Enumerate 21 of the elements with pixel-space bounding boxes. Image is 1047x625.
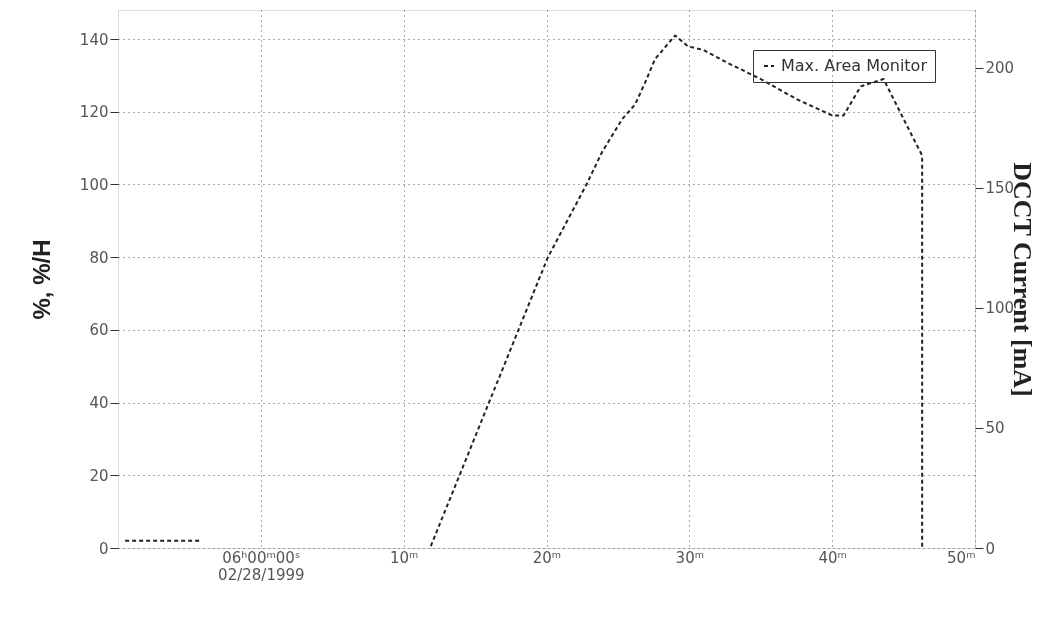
y-tick-label: 20 bbox=[89, 466, 109, 485]
x-tick-label: 20ᵐ bbox=[532, 548, 562, 567]
y-tick-label: 40 bbox=[89, 394, 109, 413]
y-axis-title: %, %/H bbox=[27, 239, 55, 320]
y2-tick-label: 50 bbox=[985, 419, 1005, 438]
x-tick-label: 50ᵐ bbox=[947, 548, 976, 567]
y-tick-label: 0 bbox=[98, 539, 109, 558]
y-tick-label: 80 bbox=[89, 248, 109, 267]
y2-tick-label: 200 bbox=[985, 59, 1015, 78]
x-tick-label: 10ᵐ bbox=[389, 548, 419, 567]
y-tick-label: 140 bbox=[79, 30, 109, 49]
legend-label: Max. Area Monitor bbox=[781, 56, 928, 75]
x-tick-label: 30ᵐ bbox=[675, 548, 705, 567]
y-tick-label: 60 bbox=[89, 321, 109, 340]
y2-tick-label: 0 bbox=[985, 539, 996, 558]
y2-tick-label: 150 bbox=[985, 179, 1015, 198]
x-tick-label: 40ᵐ bbox=[818, 548, 847, 567]
y-tick-label: 120 bbox=[79, 103, 109, 122]
y2-tick-label: 100 bbox=[985, 299, 1015, 318]
y-tick-label: 100 bbox=[79, 175, 109, 194]
x-tick-label: 06ʰ00ᵐ00ˢ 02/28/1999 bbox=[218, 548, 305, 584]
